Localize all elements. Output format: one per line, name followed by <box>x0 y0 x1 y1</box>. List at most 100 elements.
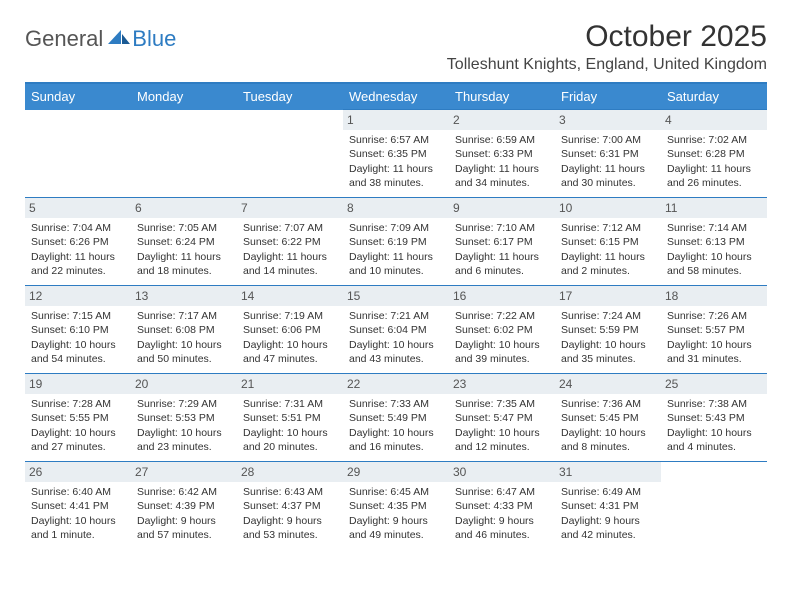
day-number: 6 <box>131 198 237 218</box>
sunrise-line: Sunrise: 7:00 AM <box>561 133 655 147</box>
sunset-line: Sunset: 6:06 PM <box>243 323 337 337</box>
logo: General Blue <box>25 26 176 52</box>
daylight-line: Daylight: 11 hours and 30 minutes. <box>561 162 655 190</box>
sunset-line: Sunset: 4:31 PM <box>561 499 655 513</box>
sunrise-line: Sunrise: 7:26 AM <box>667 309 761 323</box>
day-number: 10 <box>555 198 661 218</box>
sunset-line: Sunset: 5:59 PM <box>561 323 655 337</box>
calendar-cell: 11Sunrise: 7:14 AMSunset: 6:13 PMDayligh… <box>661 198 767 286</box>
daylight-line: Daylight: 10 hours and 39 minutes. <box>455 338 549 366</box>
daylight-line: Daylight: 10 hours and 35 minutes. <box>561 338 655 366</box>
day-number: 4 <box>661 110 767 130</box>
day-header: Friday <box>555 83 661 110</box>
sunrise-line: Sunrise: 7:19 AM <box>243 309 337 323</box>
day-number: 31 <box>555 462 661 482</box>
calendar-cell: 24Sunrise: 7:36 AMSunset: 5:45 PMDayligh… <box>555 374 661 462</box>
day-number: 21 <box>237 374 343 394</box>
sunset-line: Sunset: 5:43 PM <box>667 411 761 425</box>
day-number: 2 <box>449 110 555 130</box>
day-number: 25 <box>661 374 767 394</box>
calendar-week: 19Sunrise: 7:28 AMSunset: 5:55 PMDayligh… <box>25 374 767 462</box>
day-number: 13 <box>131 286 237 306</box>
sunrise-line: Sunrise: 7:24 AM <box>561 309 655 323</box>
sunset-line: Sunset: 5:57 PM <box>667 323 761 337</box>
sunset-line: Sunset: 6:24 PM <box>137 235 231 249</box>
calendar-cell: 10Sunrise: 7:12 AMSunset: 6:15 PMDayligh… <box>555 198 661 286</box>
sunset-line: Sunset: 4:35 PM <box>349 499 443 513</box>
sunrise-line: Sunrise: 6:42 AM <box>137 485 231 499</box>
sunrise-line: Sunrise: 7:15 AM <box>31 309 125 323</box>
sunset-line: Sunset: 6:19 PM <box>349 235 443 249</box>
day-number: 26 <box>25 462 131 482</box>
daylight-line: Daylight: 10 hours and 1 minute. <box>31 514 125 542</box>
calendar-cell: 25 Sunrise: 7:38 AMSunset: 5:43 PMDayligh… <box>661 374 767 462</box>
calendar-week: 26Sunrise: 6:40 AMSunset: 4:41 PMDayligh… <box>25 462 767 550</box>
sunrise-line: Sunrise: 7:05 AM <box>137 221 231 235</box>
sunset-line: Sunset: 6:13 PM <box>667 235 761 249</box>
sunset-line: Sunset: 6:15 PM <box>561 235 655 249</box>
daylight-line: Daylight: 10 hours and 31 minutes. <box>667 338 761 366</box>
calendar-cell: 20Sunrise: 7:29 AMSunset: 5:53 PMDayligh… <box>131 374 237 462</box>
calendar-cell: 2Sunrise: 6:59 AMSunset: 6:33 PMDaylight… <box>449 110 555 198</box>
daylight-line: Daylight: 9 hours and 42 minutes. <box>561 514 655 542</box>
daylight-line: Daylight: 10 hours and 12 minutes. <box>455 426 549 454</box>
calendar-cell: 3Sunrise: 7:00 AMSunset: 6:31 PMDaylight… <box>555 110 661 198</box>
day-number: 11 <box>661 198 767 218</box>
sunrise-line: Sunrise: 6:40 AM <box>31 485 125 499</box>
sunset-line: Sunset: 4:33 PM <box>455 499 549 513</box>
sunrise-line: Sunrise: 7:38 AM <box>667 397 761 411</box>
daylight-line: Daylight: 9 hours and 49 minutes. <box>349 514 443 542</box>
calendar-cell: 22Sunrise: 7:33 AMSunset: 5:49 PMDayligh… <box>343 374 449 462</box>
calendar-cell <box>131 110 237 198</box>
day-header: Monday <box>131 83 237 110</box>
daylight-line: Daylight: 11 hours and 6 minutes. <box>455 250 549 278</box>
day-number: 1 <box>343 110 449 130</box>
day-header: Saturday <box>661 83 767 110</box>
daylight-line: Daylight: 10 hours and 50 minutes. <box>137 338 231 366</box>
daylight-line: Daylight: 10 hours and 47 minutes. <box>243 338 337 366</box>
day-number: 22 <box>343 374 449 394</box>
calendar-cell <box>661 462 767 550</box>
daylight-line: Daylight: 10 hours and 4 minutes. <box>667 426 761 454</box>
day-number: 5 <box>25 198 131 218</box>
sunset-line: Sunset: 6:28 PM <box>667 147 761 161</box>
daylight-line: Daylight: 11 hours and 38 minutes. <box>349 162 443 190</box>
sunrise-line: Sunrise: 7:21 AM <box>349 309 443 323</box>
calendar-cell: 21Sunrise: 7:31 AMSunset: 5:51 PMDayligh… <box>237 374 343 462</box>
calendar-cell <box>237 110 343 198</box>
day-number: 8 <box>343 198 449 218</box>
sunrise-line: Sunrise: 6:43 AM <box>243 485 337 499</box>
sunrise-line: Sunrise: 7:04 AM <box>31 221 125 235</box>
calendar-cell: 19Sunrise: 7:28 AMSunset: 5:55 PMDayligh… <box>25 374 131 462</box>
calendar-cell: 18Sunrise: 7:26 AMSunset: 5:57 PMDayligh… <box>661 286 767 374</box>
daylight-line: Daylight: 10 hours and 54 minutes. <box>31 338 125 366</box>
calendar-cell: 6Sunrise: 7:05 AMSunset: 6:24 PMDaylight… <box>131 198 237 286</box>
daylight-line: Daylight: 10 hours and 27 minutes. <box>31 426 125 454</box>
calendar-cell: 14Sunrise: 7:19 AMSunset: 6:06 PMDayligh… <box>237 286 343 374</box>
daylight-line: Daylight: 11 hours and 26 minutes. <box>667 162 761 190</box>
calendar-cell: 13Sunrise: 7:17 AMSunset: 6:08 PMDayligh… <box>131 286 237 374</box>
sunrise-line: Sunrise: 6:49 AM <box>561 485 655 499</box>
calendar-cell: 27Sunrise: 6:42 AMSunset: 4:39 PMDayligh… <box>131 462 237 550</box>
daylight-line: Daylight: 10 hours and 20 minutes. <box>243 426 337 454</box>
calendar-cell: 12Sunrise: 7:15 AMSunset: 6:10 PMDayligh… <box>25 286 131 374</box>
calendar-cell: 16Sunrise: 7:22 AMSunset: 6:02 PMDayligh… <box>449 286 555 374</box>
calendar-cell: 23Sunrise: 7:35 AMSunset: 5:47 PMDayligh… <box>449 374 555 462</box>
day-number: 15 <box>343 286 449 306</box>
daylight-line: Daylight: 10 hours and 23 minutes. <box>137 426 231 454</box>
sunset-line: Sunset: 6:33 PM <box>455 147 549 161</box>
sunrise-line: Sunrise: 7:35 AM <box>455 397 549 411</box>
sunrise-line: Sunrise: 7:07 AM <box>243 221 337 235</box>
sunrise-line: Sunrise: 7:31 AM <box>243 397 337 411</box>
sunrise-line: Sunrise: 7:12 AM <box>561 221 655 235</box>
calendar-cell: 28Sunrise: 6:43 AMSunset: 4:37 PMDayligh… <box>237 462 343 550</box>
sunrise-line: Sunrise: 7:10 AM <box>455 221 549 235</box>
daylight-line: Daylight: 11 hours and 22 minutes. <box>31 250 125 278</box>
sunset-line: Sunset: 5:53 PM <box>137 411 231 425</box>
day-number: 28 <box>237 462 343 482</box>
sunrise-line: Sunrise: 7:36 AM <box>561 397 655 411</box>
daylight-line: Daylight: 10 hours and 58 minutes. <box>667 250 761 278</box>
calendar-body: 1Sunrise: 6:57 AMSunset: 6:35 PMDaylight… <box>25 110 767 550</box>
sunrise-line: Sunrise: 6:59 AM <box>455 133 549 147</box>
sunset-line: Sunset: 5:47 PM <box>455 411 549 425</box>
